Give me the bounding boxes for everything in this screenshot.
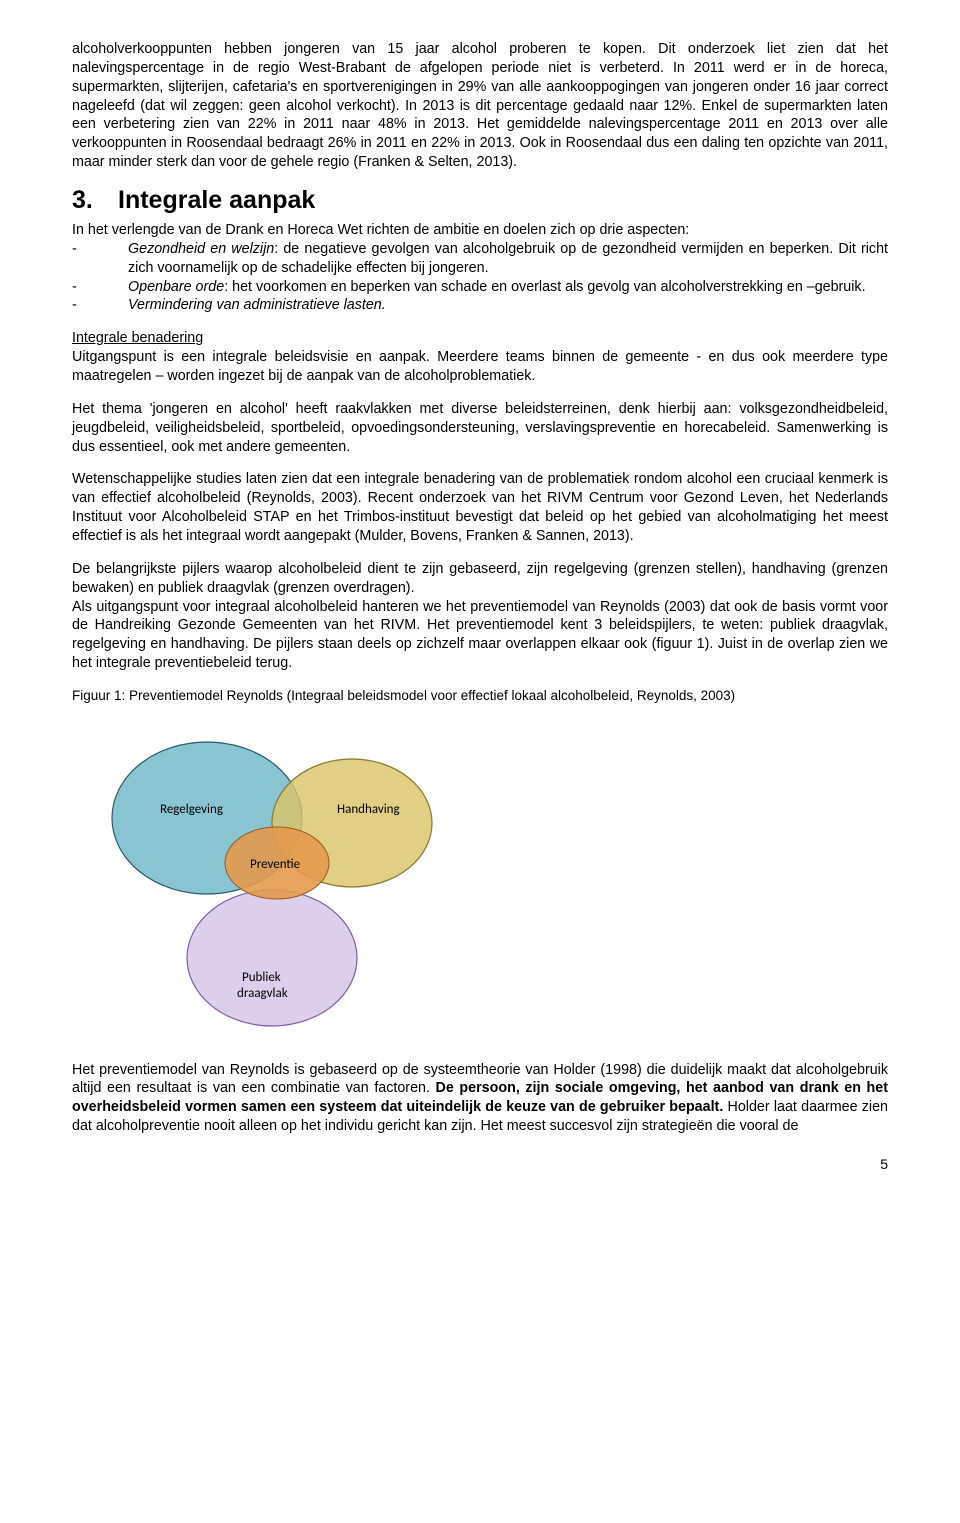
aspect-label: Gezondheid en welzijn xyxy=(128,241,274,257)
intro-paragraph: alcoholverkooppunten hebben jongeren van… xyxy=(72,40,888,172)
section-3-num: 3. xyxy=(72,186,118,215)
figure-1-caption: Figuur 1: Preventiemodel Reynolds (Integ… xyxy=(72,687,888,705)
aspect-item: -Gezondheid en welzijn: de negatieve gev… xyxy=(72,240,888,278)
aspect-list: -Gezondheid en welzijn: de negatieve gev… xyxy=(72,240,888,315)
paragraph: De belangrijkste pijlers waarop alcoholb… xyxy=(72,560,888,598)
aspect-item: -Openbare orde: het voorkomen en beperke… xyxy=(72,278,888,297)
paragraph: Wetenschappelijke studies laten zien dat… xyxy=(72,470,888,545)
svg-text:draagvlak: draagvlak xyxy=(237,986,288,1001)
aspect-label: Vermindering van administratieve lasten. xyxy=(128,297,386,313)
subheading-integrale: Integrale benadering xyxy=(72,329,888,348)
aspect-text: : het voorkomen en beperken van schade e… xyxy=(224,279,865,295)
aspect-item: -Vermindering van administratieve lasten… xyxy=(72,296,888,315)
aspect-label: Openbare orde xyxy=(128,279,224,295)
section-3-text: Integrale aanpak xyxy=(118,186,315,214)
svg-text:Regelgeving: Regelgeving xyxy=(160,802,223,817)
section-3-title: 3.Integrale aanpak xyxy=(72,186,888,215)
paragraph: Als uitgangspunt voor integraal alcoholb… xyxy=(72,598,888,673)
page-number: 5 xyxy=(880,1156,888,1172)
svg-text:Publiek: Publiek xyxy=(242,970,281,985)
svg-text:Handhaving: Handhaving xyxy=(337,802,400,817)
paragraph: Het thema 'jongeren en alcohol' heeft ra… xyxy=(72,400,888,457)
paragraph: Het preventiemodel van Reynolds is gebas… xyxy=(72,1061,888,1136)
svg-text:Preventie: Preventie xyxy=(250,857,300,872)
section-3-intro: In het verlengde van de Drank en Horeca … xyxy=(72,221,888,240)
venn-diagram: Regelgeving Handhaving Publiekdraagvlak Pre… xyxy=(72,713,492,1043)
paragraph: Uitgangspunt is een integrale beleidsvis… xyxy=(72,348,888,386)
